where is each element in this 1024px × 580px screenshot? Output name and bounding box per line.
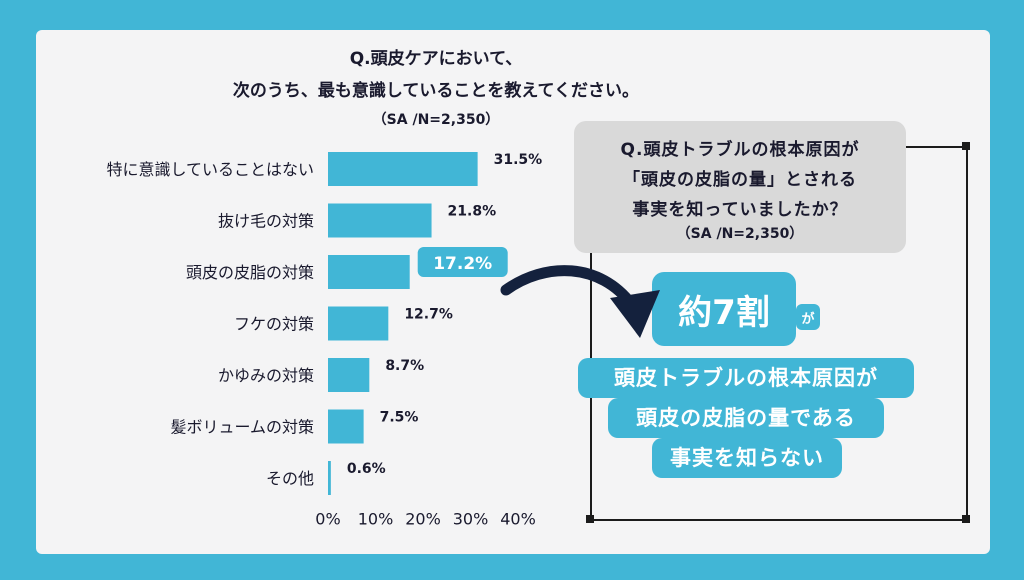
category-label: その他 bbox=[266, 469, 314, 488]
chart-title-line1: Q.頭皮ケアにおいて、 bbox=[349, 49, 523, 69]
value-label: 12.7% bbox=[404, 307, 453, 323]
answer-line1: 頭皮トラブルの根本原因が bbox=[578, 358, 914, 398]
bar bbox=[328, 255, 410, 289]
headline-figure: 約7割 bbox=[652, 272, 796, 346]
chart-title-line2: 次のうち、最も意識していることを教えてください。 bbox=[232, 81, 640, 101]
value-label: 7.5% bbox=[380, 410, 419, 426]
category-label: かゆみの対策 bbox=[218, 366, 314, 385]
category-label: 髪ボリュームの対策 bbox=[170, 418, 314, 437]
highlight-badge bbox=[417, 247, 508, 277]
callout-question-line2: 「頭皮の皮脂の量」とされる bbox=[623, 170, 857, 190]
category-label: フケの対策 bbox=[234, 315, 314, 334]
callout-question-line1: Q.頭皮トラブルの根本原因が bbox=[620, 140, 860, 160]
headline-particle: が bbox=[796, 304, 820, 330]
category-label: 抜け毛の対策 bbox=[218, 212, 314, 231]
category-label: 頭皮の皮脂の対策 bbox=[186, 263, 314, 282]
bar bbox=[328, 306, 389, 341]
callout-sample-size: （SA /N=2,350） bbox=[676, 226, 804, 242]
bar bbox=[328, 461, 331, 495]
callout-question-line3: 事実を知っていましたか？ bbox=[632, 200, 848, 220]
value-label: 8.7% bbox=[385, 358, 424, 374]
answer-line3: 事実を知らない bbox=[652, 438, 842, 478]
x-tick-label: 10% bbox=[358, 510, 394, 529]
value-label: 31.5% bbox=[494, 152, 543, 168]
frame-handle bbox=[962, 515, 970, 523]
x-tick-label: 30% bbox=[453, 510, 489, 529]
value-label: 0.6% bbox=[347, 461, 386, 477]
x-tick-label: 0% bbox=[315, 510, 340, 529]
category-label: 特に意識していることはない bbox=[106, 160, 314, 179]
bar bbox=[328, 358, 370, 392]
value-label: 21.8% bbox=[448, 204, 497, 220]
bar-chart: 特に意識していることはない 31.5% 抜け毛の対策 21.8% 頭皮の皮脂の対策 17.… bbox=[106, 152, 543, 529]
content-card: Q.頭皮ケアにおいて、 次のうち、最も意識していることを教えてください。 （SA… bbox=[36, 30, 990, 554]
answer-line2: 頭皮の皮脂の量である bbox=[608, 398, 884, 438]
x-tick-label: 20% bbox=[405, 510, 441, 529]
chart-sample-size: （SA /N=2,350） bbox=[372, 112, 500, 128]
frame-handle bbox=[586, 515, 594, 523]
bar bbox=[328, 203, 432, 238]
bar bbox=[328, 409, 364, 444]
bar bbox=[328, 152, 478, 186]
frame-handle bbox=[962, 142, 970, 150]
value-label: 17.2% bbox=[433, 254, 492, 274]
x-tick-label: 40% bbox=[500, 510, 536, 529]
callout-question-box: Q.頭皮トラブルの根本原因が 「頭皮の皮脂の量」とされる 事実を知っていましたか… bbox=[574, 121, 906, 253]
